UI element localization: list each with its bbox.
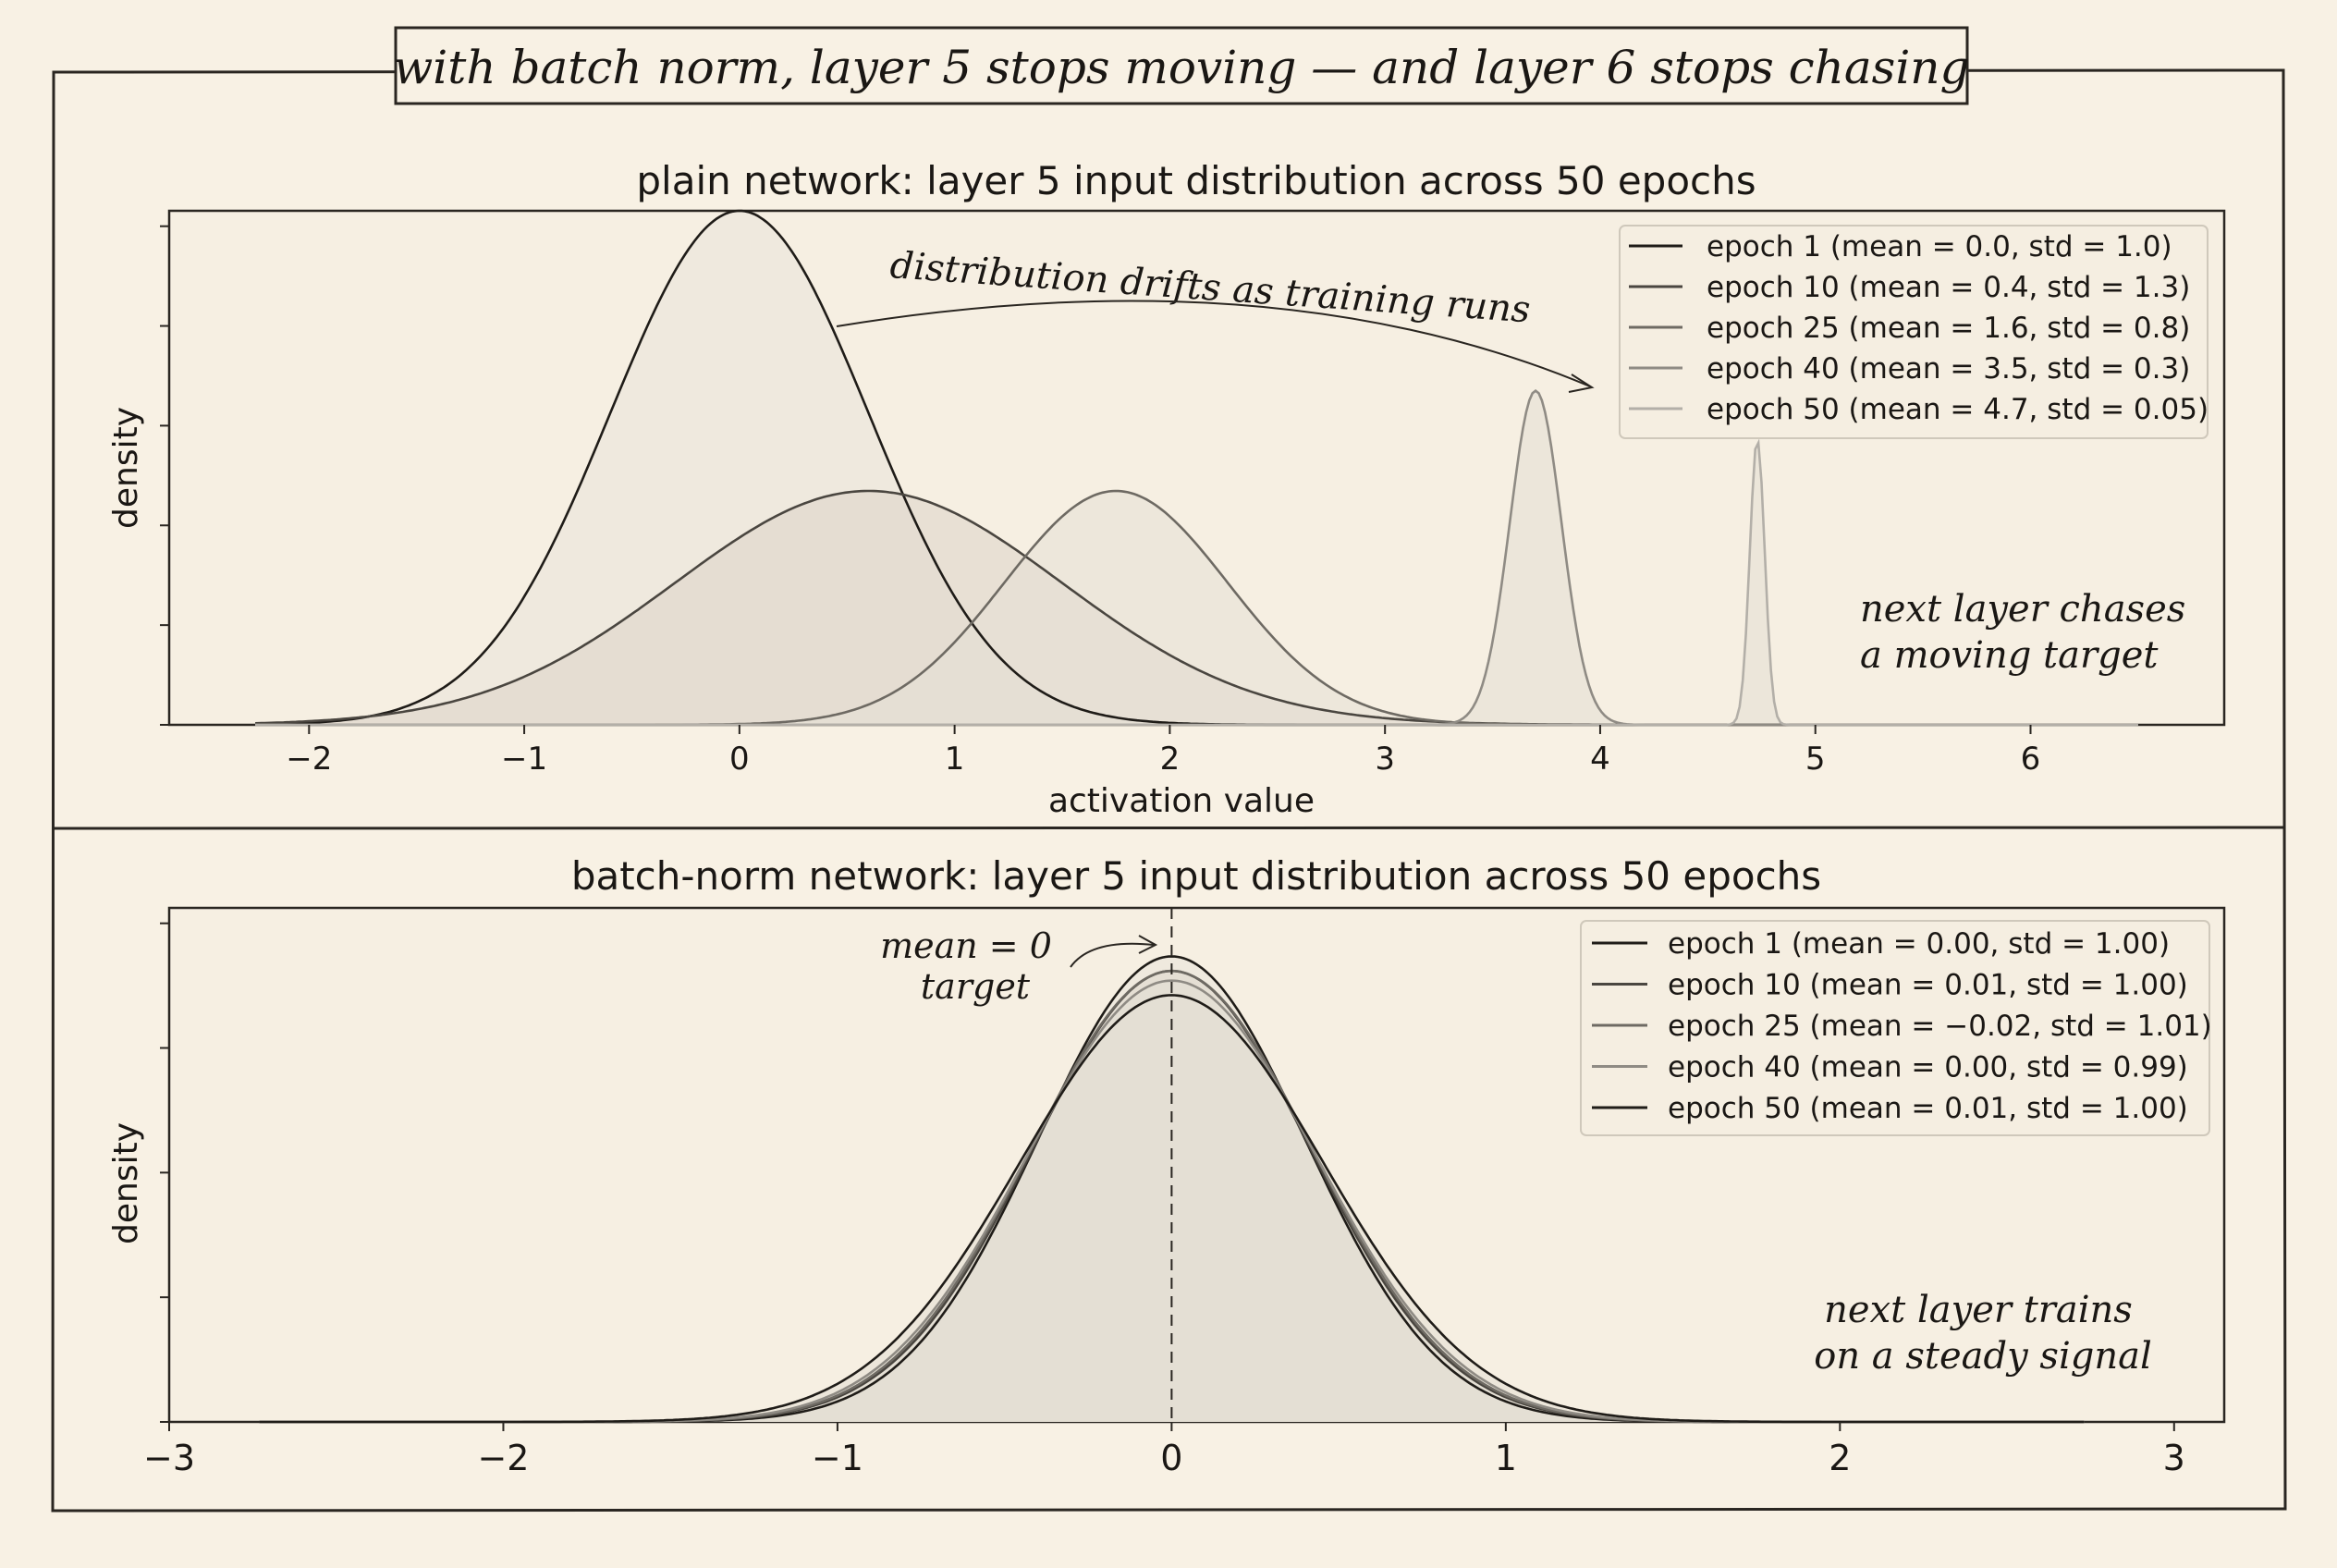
legend-entry-1: epoch 1 (mean = 0.0, std = 1.0) (1707, 230, 2172, 263)
plain-legend: epoch 1 (mean = 0.0, std = 1.0) epoch 10 … (1629, 230, 2209, 426)
legend-entry-4: epoch 40 (mean = 0.00, std = 0.99) (1668, 1051, 2188, 1084)
distribution-fill-2 (255, 491, 2138, 725)
bn-y-axis-label: density (107, 1122, 145, 1244)
x-tick-label: 1 (945, 741, 965, 778)
bn-legend: epoch 1 (mean = 0.00, std = 1.00) epoch 1… (1592, 927, 2212, 1125)
x-tick-label: 6 (2021, 741, 2041, 778)
steady-annotation-line-1: next layer trains (1824, 1289, 2133, 1331)
x-tick-label: 1 (1495, 1438, 1517, 1478)
x-tick-label: 0 (729, 741, 750, 778)
plain-x-axis-label: activation value (1048, 782, 1315, 820)
plain-distribution-curves (255, 209, 2138, 727)
legend-entry-5: epoch 50 (mean = 4.7, std = 0.05) (1707, 393, 2209, 426)
x-tick-label: −3 (143, 1438, 195, 1478)
target-arrow (1070, 942, 1155, 968)
plain-y-axis-ticks (160, 225, 169, 726)
legend-entry-1: epoch 1 (mean = 0.00, std = 1.00) (1668, 927, 2170, 961)
chase-annotation-line-2: a moving target (1860, 634, 2159, 677)
distribution-curve-5 (255, 438, 2138, 727)
legend-entry-3: epoch 25 (mean = −0.02, std = 1.01) (1668, 1010, 2212, 1043)
drift-arrow (836, 300, 1591, 387)
panel-divider (53, 826, 2285, 830)
distribution-fill-3 (255, 491, 2138, 725)
legend-entry-4: epoch 40 (mean = 3.5, std = 0.3) (1707, 352, 2190, 386)
distribution-fill-5 (255, 443, 2138, 725)
target-annotation-line-1: mean = 0 (880, 925, 1052, 966)
x-tick-label: 0 (1160, 1438, 1182, 1478)
x-tick-label: 3 (1375, 741, 1395, 778)
title-box (394, 26, 1969, 105)
legend-entry-2: epoch 10 (mean = 0.01, std = 1.00) (1668, 969, 2188, 1002)
x-tick-label: 2 (1829, 1438, 1851, 1478)
plain-x-axis-ticks: −2 −1 0 1 2 3 4 5 6 (286, 725, 2040, 778)
x-tick-label: −1 (812, 1438, 863, 1478)
legend-entry-2: epoch 10 (mean = 0.4, std = 1.3) (1707, 271, 2190, 304)
bn-panel-title: batch-norm network: layer 5 input distri… (571, 853, 1821, 899)
target-arrow-head (1138, 935, 1158, 954)
drift-arrow-head (1568, 374, 1595, 393)
x-tick-label: 3 (2163, 1438, 2185, 1478)
chase-annotation-line-1: next layer chases (1860, 588, 2185, 631)
distribution-curve-5 (259, 994, 2085, 1424)
plain-y-axis-label: density (107, 407, 145, 529)
bn-legend-box (1580, 920, 2210, 1136)
bn-x-axis-ticks: −3 −2 −1 0 1 2 3 (143, 1422, 2185, 1478)
plain-legend-box (1619, 225, 2209, 439)
x-tick-label: −2 (477, 1438, 529, 1478)
steady-annotation-line-2: on a steady signal (1814, 1335, 2152, 1378)
legend-entry-5: epoch 50 (mean = 0.01, std = 1.00) (1668, 1092, 2188, 1125)
bn-y-axis-ticks (160, 922, 169, 1423)
figure-title: with batch norm, layer 5 stops moving — … (393, 41, 1969, 94)
plain-panel-title: plain network: layer 5 input distributio… (636, 158, 1756, 203)
x-tick-label: 5 (1805, 741, 1826, 778)
x-tick-label: −1 (501, 741, 547, 778)
legend-entry-3: epoch 25 (mean = 1.6, std = 0.8) (1707, 312, 2190, 345)
plain-network-panel: plain network: layer 5 input distributio… (107, 158, 2226, 820)
x-tick-label: −2 (286, 741, 332, 778)
x-tick-label: 4 (1590, 741, 1610, 778)
x-tick-label: 2 (1160, 741, 1181, 778)
batch-norm-panel: batch-norm network: layer 5 input distri… (107, 853, 2226, 1478)
target-annotation-line-2: target (921, 966, 1031, 1007)
